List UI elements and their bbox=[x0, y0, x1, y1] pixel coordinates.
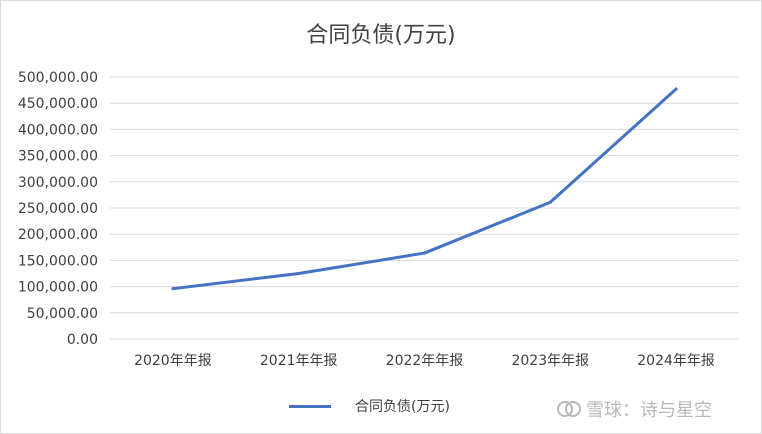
x-tick-label: 2022年年报 bbox=[386, 353, 464, 369]
series-line bbox=[171, 87, 678, 291]
legend: 合同负债(万元) bbox=[289, 396, 450, 416]
watermark: 雪球：诗与星空 bbox=[556, 396, 712, 422]
series-layer bbox=[171, 87, 678, 291]
y-tick-label: 50,000.00 bbox=[27, 306, 98, 322]
data-point bbox=[423, 251, 426, 255]
data-point bbox=[548, 200, 552, 204]
x-tick-label: 2021年年报 bbox=[260, 353, 338, 369]
data-point bbox=[674, 87, 678, 91]
y-tick-label: 350,000.00 bbox=[18, 149, 98, 165]
data-point bbox=[171, 287, 175, 291]
watermark-text: 雪球：诗与星空 bbox=[586, 400, 712, 421]
gridlines bbox=[110, 76, 739, 340]
x-tick-label: 2020年年报 bbox=[134, 353, 212, 369]
x-tick-label: 2024年年报 bbox=[637, 353, 715, 369]
y-tick-label: 200,000.00 bbox=[18, 227, 98, 243]
x-axis-ticks: 2020年年报 2021年年报 2022年年报 2023年年报 2024年年报 bbox=[134, 353, 715, 369]
y-tick-label: 500,000.00 bbox=[18, 70, 98, 86]
y-tick-label: 250,000.00 bbox=[18, 201, 98, 217]
y-tick-label: 450,000.00 bbox=[18, 96, 98, 112]
legend-label: 合同负债(万元) bbox=[355, 399, 450, 415]
chart-title: 合同负债(万元) bbox=[306, 23, 456, 48]
snowball-logo-icon bbox=[557, 401, 581, 417]
y-tick-label: 400,000.00 bbox=[18, 122, 98, 138]
y-tick-label: 150,000.00 bbox=[18, 253, 98, 269]
y-tick-label: 300,000.00 bbox=[18, 175, 98, 191]
y-tick-label: 100,000.00 bbox=[18, 280, 98, 296]
y-tick-label: 0.00 bbox=[67, 332, 98, 348]
y-axis-ticks: 0.00 50,000.00 100,000.00 150,000.00 200,000… bbox=[18, 70, 98, 348]
data-point bbox=[297, 272, 301, 275]
legend-swatch bbox=[289, 404, 331, 408]
x-tick-label: 2023年年报 bbox=[511, 353, 589, 369]
